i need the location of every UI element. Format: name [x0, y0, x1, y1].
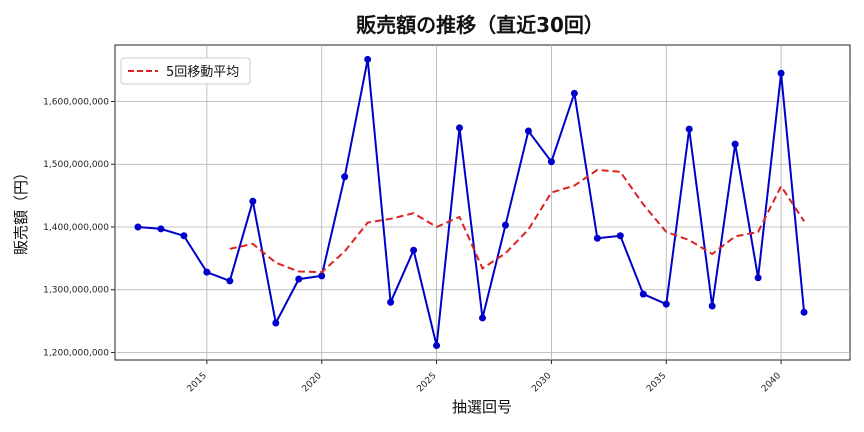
sales-point — [662, 300, 670, 308]
y-axis-label: 販売額（円） — [12, 165, 30, 255]
legend-box — [120, 57, 251, 85]
moving-average-line — [229, 168, 805, 274]
sales-point — [249, 197, 257, 205]
x-tick-label: 2020 — [301, 371, 324, 394]
sales-point — [203, 268, 211, 276]
sales-point — [157, 225, 165, 233]
sales-point — [731, 140, 739, 148]
sales-point — [593, 234, 601, 242]
sales-point — [387, 298, 395, 306]
sales-point — [754, 274, 762, 282]
y-tick-label: 1,500,000,000 — [43, 160, 109, 170]
sales-point — [685, 125, 693, 133]
sales-point — [341, 173, 349, 181]
x-axis-label: 抽選回号 — [452, 398, 512, 416]
sales-point — [501, 221, 509, 229]
sales-point — [616, 232, 624, 240]
sales-point — [456, 124, 464, 132]
x-axis-ticks: 2015 2020 2025 2030 2035 2040 — [186, 360, 783, 394]
legend-moving-average-label: 5回移動平均 — [166, 65, 239, 80]
x-tick-label: 2025 — [415, 371, 438, 394]
sales-point — [226, 277, 234, 285]
sales-point — [180, 232, 188, 240]
y-tick-label: 1,600,000,000 — [43, 97, 109, 107]
sales-point — [708, 302, 716, 310]
x-tick-label: 2035 — [645, 371, 668, 394]
sales-point — [639, 290, 647, 298]
series-layer — [134, 55, 808, 350]
legend: 5回移動平均 — [120, 57, 251, 85]
sales-point — [410, 246, 418, 254]
sales-point — [272, 319, 280, 327]
plot-area: 2015 2020 2025 2030 2035 2040 1,200,000,0001,… — [43, 44, 851, 394]
sales-point — [318, 272, 326, 280]
sales-point — [134, 223, 142, 231]
sales-point — [570, 89, 578, 97]
grid-lines — [115, 45, 850, 360]
x-tick-label: 2030 — [530, 371, 553, 394]
chart-title: 販売額の推移（直近30回） — [356, 13, 604, 37]
sales-point — [800, 308, 808, 316]
sales-point — [433, 342, 441, 350]
x-tick-label: 2015 — [186, 371, 209, 394]
x-tick-label: 2040 — [760, 371, 783, 394]
y-tick-label: 1,200,000,000 — [43, 348, 109, 358]
sales-point — [524, 127, 532, 135]
sales-point — [547, 158, 555, 166]
sales-point — [479, 314, 486, 322]
sales-point — [295, 275, 303, 283]
sales-point — [777, 69, 785, 77]
sales-point — [364, 55, 372, 63]
y-axis-ticks: 1,200,000,000 1,300,000,000 1,400,000,000 1… — [43, 97, 115, 358]
y-tick-label: 1,400,000,000 — [43, 223, 109, 233]
sales-line — [137, 59, 806, 346]
y-tick-label: 1,300,000,000 — [43, 286, 109, 296]
